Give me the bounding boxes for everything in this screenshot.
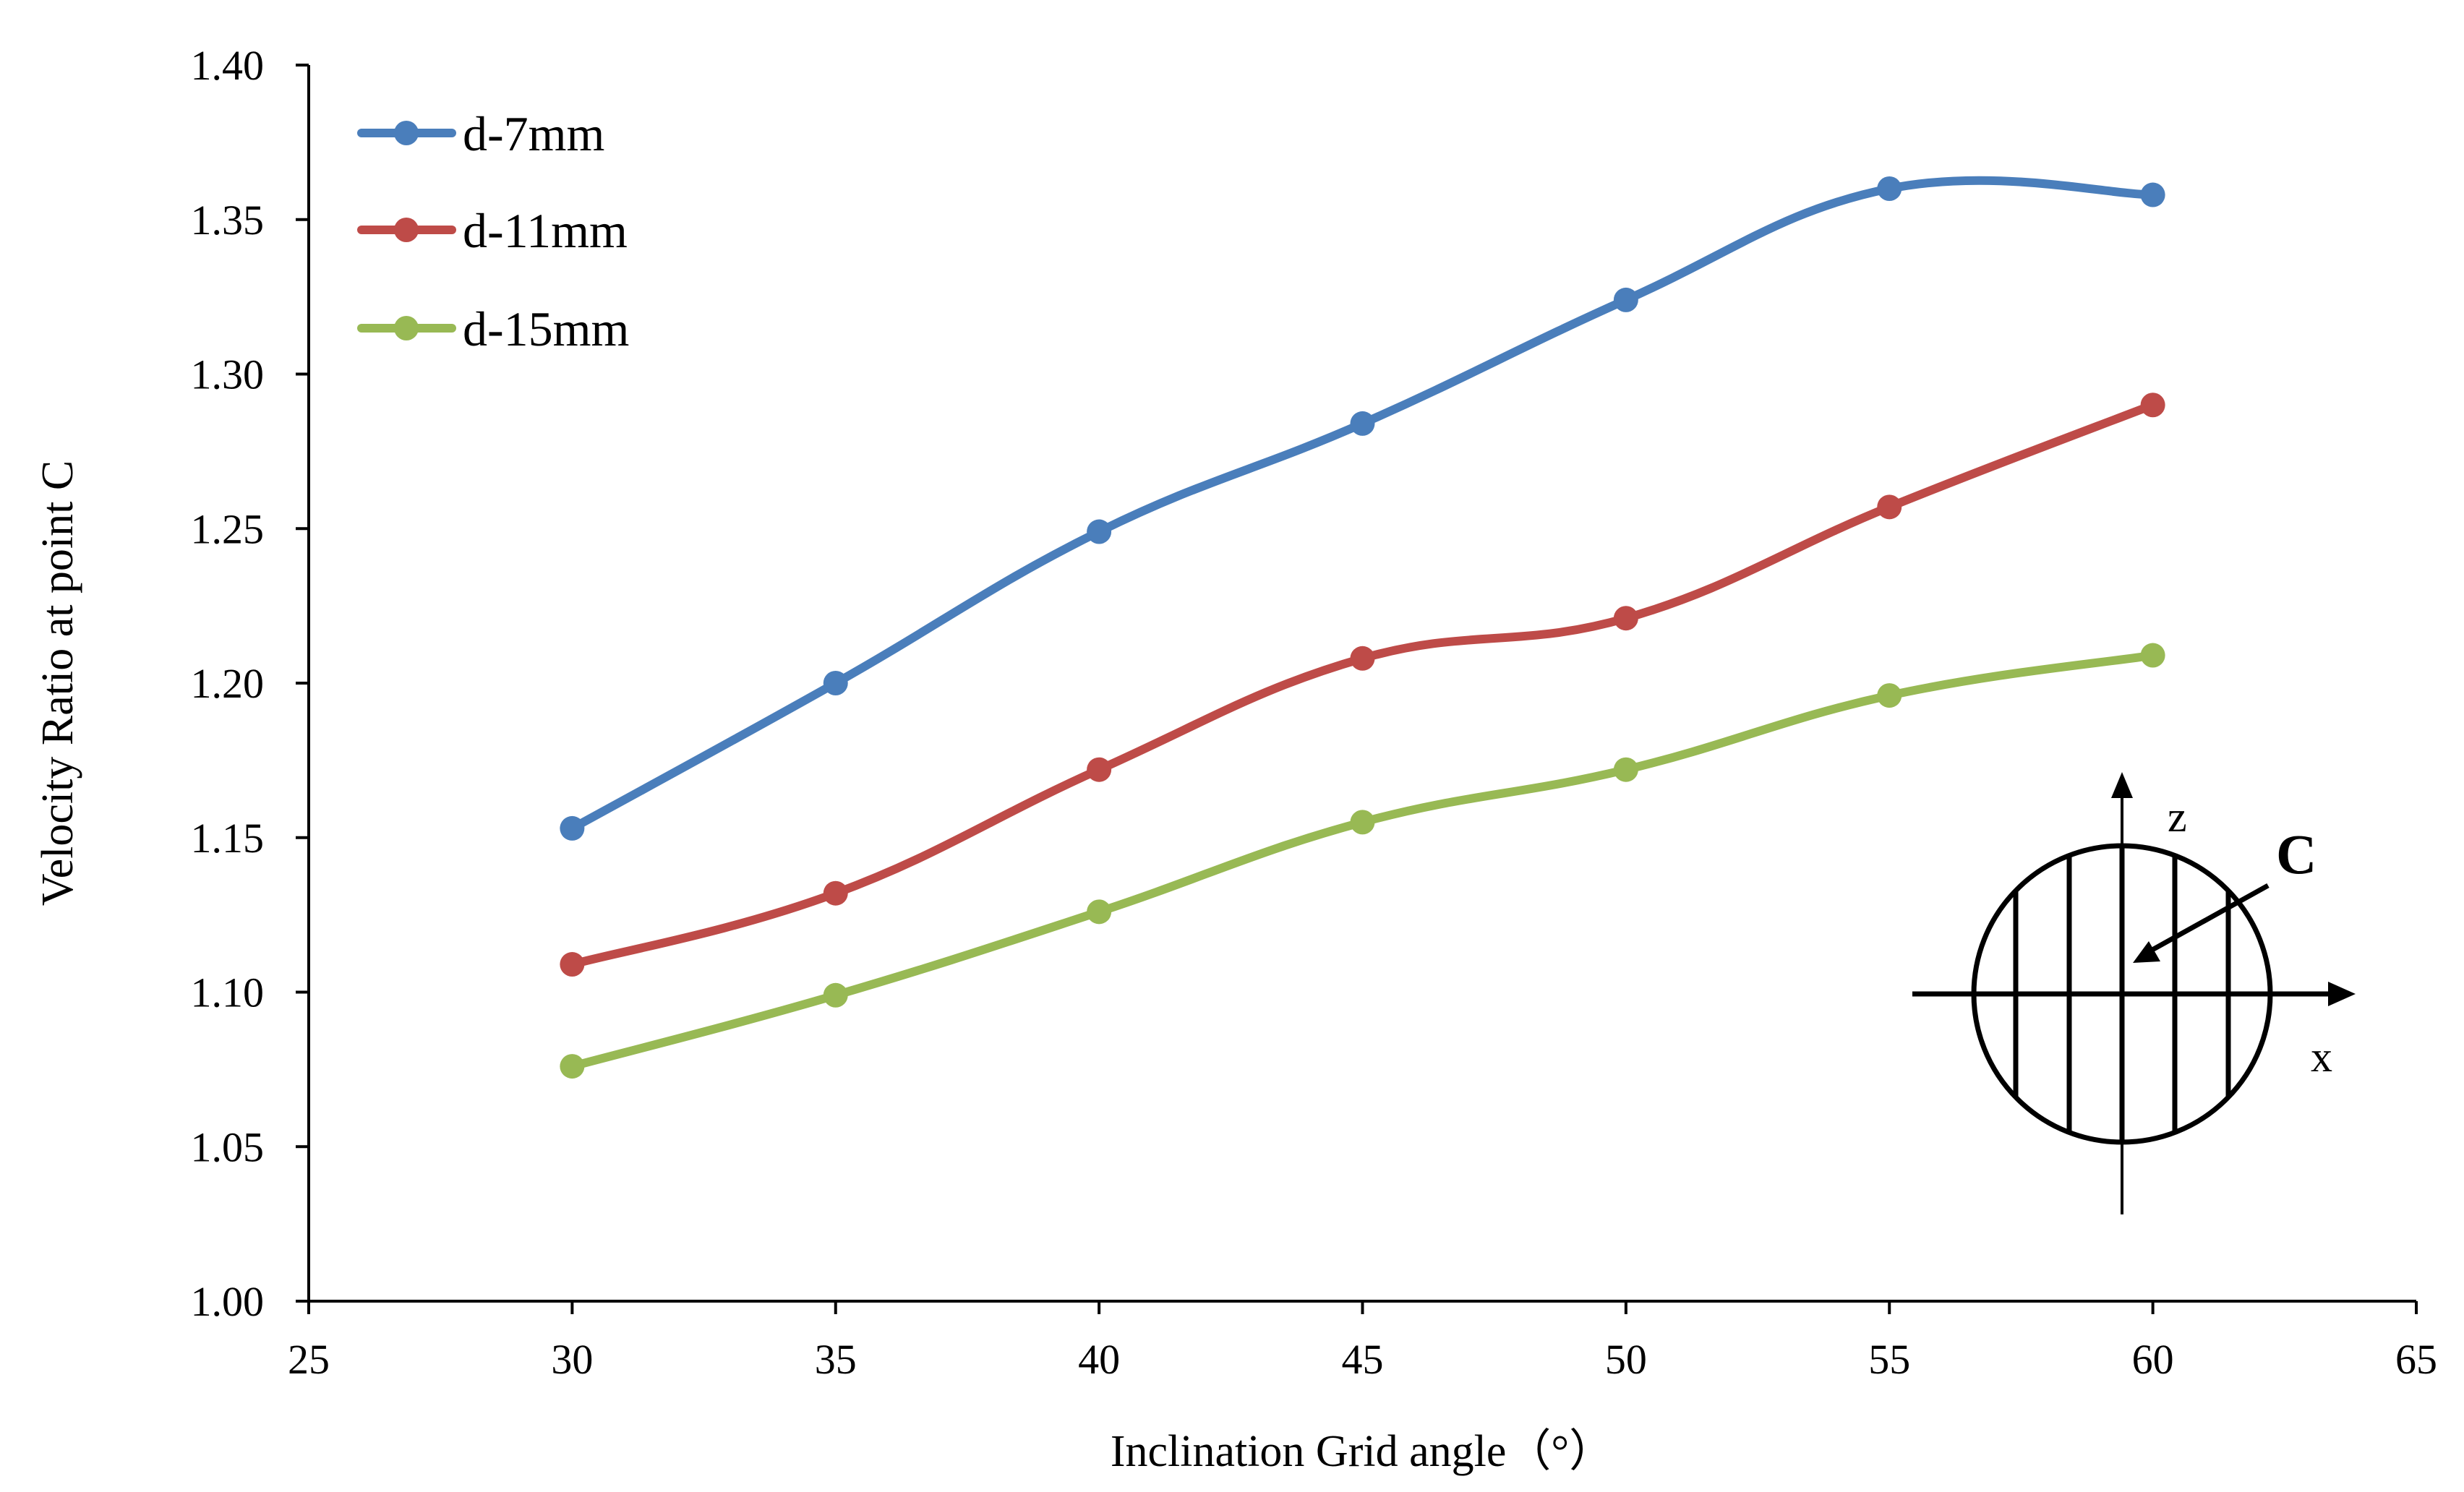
x-tick-label: 45 [1342,1336,1384,1383]
legend-label: d-11mm [463,203,628,258]
data-point [560,952,585,977]
inset-pointer-arrow [2149,883,2270,953]
data-point [1877,494,1902,520]
inset-z-arrowhead [2111,772,2133,798]
data-point [1350,411,1375,436]
inset-c-label: C [2276,823,2317,886]
inset-diagram: z C x [1912,772,2356,1214]
legend-item: d-11mm [357,203,628,258]
data-point [1087,899,1112,925]
data-point [1613,606,1638,631]
series-d-11mm [560,393,2165,977]
y-ticks: 1.00 1.05 1.10 1.15 1.20 1.25 1.30 1.35 1.40 [191,42,309,1325]
x-tick-label: 60 [2132,1336,2174,1383]
y-tick-label: 1.10 [191,969,265,1016]
data-point [2140,643,2165,668]
x-tick-label: 65 [2395,1336,2437,1383]
x-tick-label: 30 [551,1336,593,1383]
data-point [560,815,585,841]
legend-swatch-marker [394,218,419,242]
inset-pointer-arrowhead [2133,941,2160,963]
data-point [2140,182,2165,207]
y-tick-label: 1.35 [191,197,265,244]
legend-label: d-15mm [463,301,629,356]
y-tick-label: 1.40 [191,42,265,89]
x-tick-label: 50 [1605,1336,1647,1383]
legend-item: d-15mm [357,301,629,356]
inset-x-label: x [2311,1033,2332,1081]
y-axis-title: Velocity Ratio at point C [33,460,82,906]
y-tick-label: 1.25 [191,505,265,552]
series-layer [560,176,2165,1079]
data-point [823,671,848,695]
data-point [1877,176,1902,201]
series-line [568,400,2157,969]
y-tick-label: 1.00 [191,1278,265,1325]
x-axis-title: Inclination Grid angle（°） [1111,1427,1614,1476]
x-tick-label: 55 [1868,1336,1910,1383]
legend-label: d-7mm [463,106,604,161]
series-d-15mm [560,643,2165,1079]
y-tick-label: 1.30 [191,351,265,398]
data-point [823,880,848,906]
data-point [1613,287,1638,312]
data-point [1350,810,1375,835]
data-point [1087,757,1112,782]
legend-swatch-marker [394,121,419,145]
x-tick-label: 40 [1078,1336,1120,1383]
data-point [823,982,848,1008]
data-point [1087,519,1112,544]
legend-item: d-7mm [357,106,604,161]
inset-z-label: z [2168,793,2187,841]
data-point [1613,757,1638,782]
data-point [560,1054,585,1079]
x-tick-label: 25 [288,1336,330,1383]
data-point [2140,393,2165,418]
x-ticks: 25 30 35 40 45 50 55 60 65 [288,1301,2437,1383]
legend-swatch-marker [394,316,419,340]
inset-x-arrowhead [2328,982,2356,1006]
series-d-7mm [560,176,2165,841]
x-tick-label: 35 [815,1336,857,1383]
series-line [568,651,2157,1071]
series-line [568,176,2157,833]
y-tick-label: 1.05 [191,1123,265,1170]
legend: d-7mm d-11mm d-15mm [357,106,629,356]
y-tick-label: 1.15 [191,815,265,862]
y-tick-label: 1.20 [191,660,265,707]
data-point [1350,646,1375,671]
data-point [1877,683,1902,708]
